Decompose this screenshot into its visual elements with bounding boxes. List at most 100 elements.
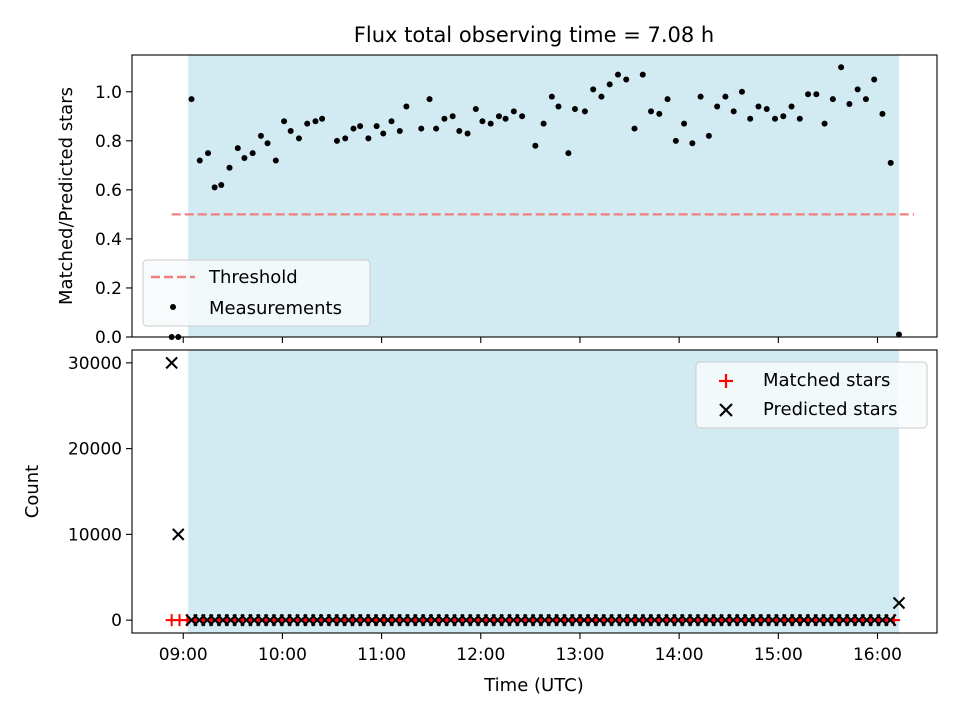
measurement-point (333, 137, 340, 144)
measurement-point (664, 96, 671, 103)
measurement-point (218, 181, 225, 188)
bottom-xticks: 09:00 10:00 11:00 12:00 13:00 14:00 15:00 16:00 (159, 633, 902, 665)
measurement-point (548, 93, 555, 100)
measurement-point (623, 76, 630, 83)
measurement-point (211, 184, 218, 191)
top-panel: 0.0 0.2 0.4 0.6 0.8 1.0 Matched/Predicted sta… (56, 54, 938, 348)
measurement-point (581, 108, 588, 115)
measurement-point (234, 145, 241, 152)
measurement-point (264, 140, 271, 147)
measurement-point (689, 140, 696, 147)
measurement-point (772, 115, 779, 122)
measurement-point (895, 331, 902, 338)
top-ytick-label: 0.2 (95, 279, 122, 299)
predicted-star-point (884, 613, 897, 627)
measurement-point (532, 142, 539, 149)
measurement-point (510, 108, 517, 115)
predicted-stars-points (165, 356, 906, 627)
measurement-point (312, 118, 319, 125)
measurement-point (205, 150, 212, 157)
measurement-point (196, 157, 203, 164)
top-yticks: 0.0 0.2 0.4 0.6 0.8 1.0 (95, 83, 132, 348)
predicted-star-point (892, 596, 906, 610)
measurement-point (606, 81, 613, 88)
bottom-ylabel: Count (22, 465, 43, 518)
measurement-point (565, 150, 572, 157)
predicted-star-point (172, 528, 185, 541)
legend-predicted-swatch (719, 403, 733, 417)
measurement-point (598, 93, 605, 100)
measurement-point (295, 135, 302, 142)
measurement-point (871, 76, 878, 83)
measurement-point (722, 93, 729, 100)
bottom-xlabel: Time (UTC) (483, 675, 584, 696)
top-ytick-label: 0.4 (95, 230, 122, 250)
measurement-point (738, 88, 745, 95)
legend-predicted-label: Predicted stars (763, 399, 897, 420)
measurement-point (590, 86, 597, 93)
bottom-xtick-label: 12:00 (456, 645, 505, 665)
measurement-point (464, 130, 471, 137)
measurement-point (697, 93, 704, 100)
measurement-point (426, 96, 433, 103)
measurement-point (639, 71, 646, 78)
bottom-legend-box (695, 361, 928, 429)
measurement-point (805, 91, 812, 98)
top-ytick-label: 0.6 (95, 181, 122, 201)
top-legend: Threshold Measurements (142, 259, 371, 327)
measurement-point (614, 71, 621, 78)
bottom-yticks: 0 10000 20000 30000 (68, 354, 132, 631)
bottom-ytick-label: 0 (111, 611, 122, 631)
top-ytick-label: 1.0 (95, 83, 122, 103)
measurement-point (755, 103, 762, 110)
measurement-point (396, 128, 403, 135)
bottom-panel: 0 10000 20000 30000 09:00 10:00 11:00 12:00 13:… (22, 349, 938, 696)
measurement-point (846, 101, 853, 108)
measurement-point (257, 132, 264, 139)
top-xticks (182, 337, 879, 343)
measurement-points (168, 64, 902, 340)
measurement-point (226, 164, 233, 171)
measurement-point (730, 108, 737, 115)
bottom-xtick-label: 09:00 (159, 645, 208, 665)
top-legend-box (142, 259, 371, 327)
measurement-point (540, 120, 547, 127)
measurement-point (862, 96, 869, 103)
legend-measurements-label: Measurements (209, 298, 342, 319)
measurement-point (854, 86, 861, 93)
measurement-point (456, 128, 463, 135)
top-ylabel: Matched/Predicted stars (56, 87, 77, 305)
measurement-point (487, 120, 494, 127)
bottom-ytick-label: 10000 (68, 525, 122, 545)
top-ytick-label: 0.8 (95, 132, 122, 152)
measurement-point (672, 137, 679, 144)
measurement-point (287, 128, 294, 135)
measurement-point (272, 157, 279, 164)
measurement-point (648, 108, 655, 115)
measurement-point (879, 110, 886, 117)
measurement-point (373, 123, 380, 130)
bottom-xtick-label: 10:00 (258, 645, 307, 665)
measurement-point (571, 105, 578, 112)
measurement-point (681, 120, 688, 127)
measurement-point (319, 115, 326, 122)
measurement-point (796, 115, 803, 122)
measurement-point (388, 118, 395, 125)
measurement-point (763, 105, 770, 112)
measurement-point (887, 159, 894, 166)
measurement-point (714, 103, 721, 110)
legend-threshold-label: Threshold (208, 267, 298, 288)
measurement-point (342, 135, 349, 142)
measurement-point (656, 110, 663, 117)
measurement-point (788, 103, 795, 110)
measurement-point (631, 125, 638, 132)
measurement-point (449, 113, 456, 120)
measurement-point (502, 115, 509, 122)
measurement-point (188, 96, 195, 103)
legend-measurements-swatch (170, 304, 176, 310)
measurement-point (403, 103, 410, 110)
chart-title: Flux total observing time = 7.08 h (354, 23, 714, 47)
bottom-ytick-label: 20000 (68, 440, 122, 460)
top-axes-frame (131, 54, 938, 338)
